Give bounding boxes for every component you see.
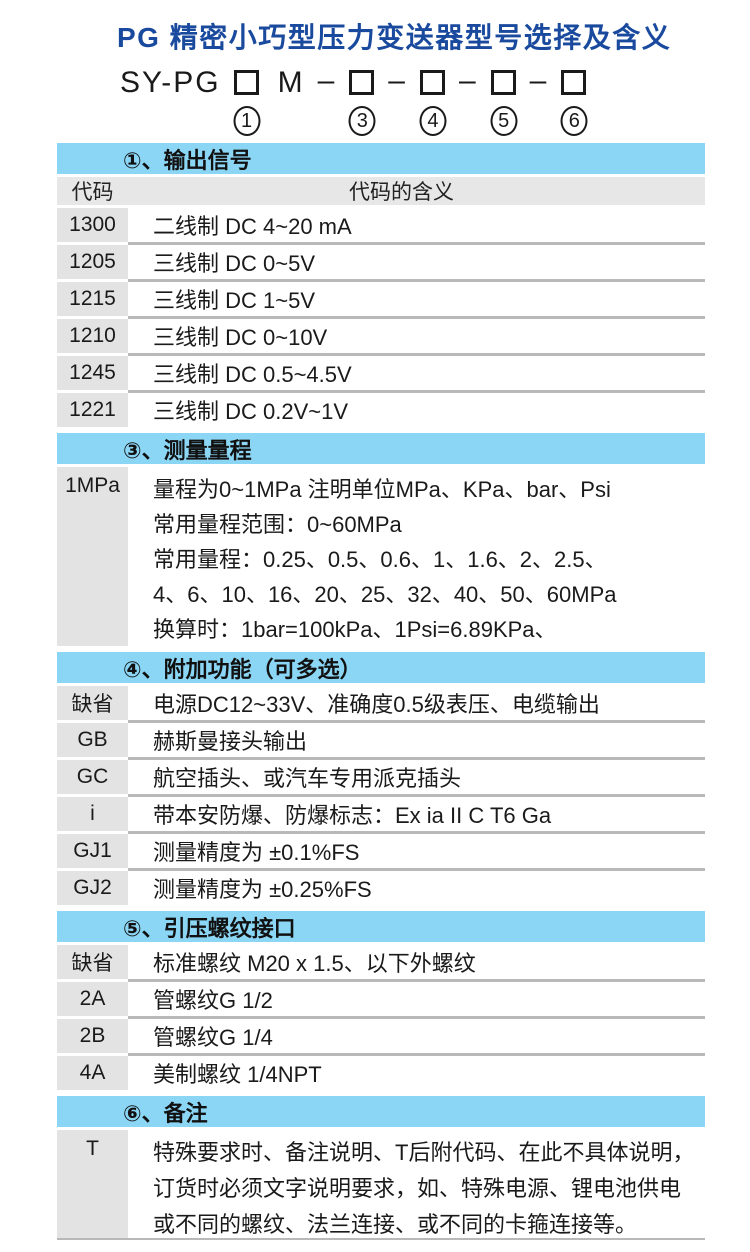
meaning-cell: 三线制 DC 0~10V xyxy=(128,319,705,356)
code-cell: T xyxy=(57,1130,128,1240)
meaning-cell: 三线制 DC 0~5V xyxy=(128,245,705,282)
table-row: i 带本安防爆、防爆标志：Ex ia II C T6 Ga xyxy=(57,797,705,834)
meaning-line: 常用量程范围：0~60MPa xyxy=(153,512,402,537)
model-code-diagram: SY-PG 1 M – 3 – 4 – 5 – 6 xyxy=(120,64,750,136)
model-dash-3: – xyxy=(458,64,478,97)
model-slot-3: 3 xyxy=(348,70,376,136)
meaning-line: 常用量程：0.25、0.5、0.6、1、1.6、2、2.5、 xyxy=(153,547,607,572)
code-cell: 1300 xyxy=(57,208,128,245)
meaning-cell: 管螺纹G 1/4 xyxy=(128,1019,705,1056)
code-cell: 1210 xyxy=(57,319,128,356)
table-row: 1215 三线制 DC 1~5V xyxy=(57,282,705,319)
meaning-cell: 美制螺纹 1/4NPT xyxy=(128,1056,705,1093)
meaning-line: 量程为0~1MPa 注明单位MPa、KPa、bar、Psi xyxy=(153,477,611,502)
code-cell: 2B xyxy=(57,1019,128,1056)
meaning-cell: 量程为0~1MPa 注明单位MPa、KPa、bar、Psi 常用量程范围：0~6… xyxy=(128,467,705,649)
meaning-cell: 特殊要求时、备注说明、T后附代码、在此不具体说明， 订货时必须文字说明要求，如、… xyxy=(128,1130,705,1240)
code-cell: 1221 xyxy=(57,393,128,430)
code-cell: 4A xyxy=(57,1056,128,1093)
meaning-cell: 管螺纹G 1/2 xyxy=(128,982,705,1019)
model-code-box-5 xyxy=(561,70,587,95)
meaning-cell: 三线制 DC 0.5~4.5V xyxy=(128,356,705,393)
code-cell: 缺省 xyxy=(57,945,128,982)
section-header-thread-interface: ⑤、引压螺纹接口 xyxy=(57,911,705,942)
table-row: 1245 三线制 DC 0.5~4.5V xyxy=(57,356,705,393)
model-dash-1: – xyxy=(317,64,337,97)
column-header-meaning: 代码的含义 xyxy=(349,181,454,204)
model-dash-4: – xyxy=(529,64,549,97)
section-header-measuring-range: ③、测量量程 xyxy=(57,433,705,464)
code-cell: 2A xyxy=(57,982,128,1019)
meaning-cell: 三线制 DC 1~5V xyxy=(128,282,705,319)
meaning-line: 订货时必须文字说明要求，如、特殊电源、锂电池供电 xyxy=(153,1176,682,1201)
column-header-code: 代码 xyxy=(71,181,114,204)
table-row: 2A 管螺纹G 1/2 xyxy=(57,982,705,1019)
table-row: 2B 管螺纹G 1/4 xyxy=(57,1019,705,1056)
code-cell: GJ1 xyxy=(57,834,128,871)
table-row: GC 航空插头、或汽车专用派克插头 xyxy=(57,760,705,797)
meaning-cell: 二线制 DC 4~20 mA xyxy=(128,208,705,245)
code-cell: 1215 xyxy=(57,282,128,319)
model-code-box-2 xyxy=(349,70,375,95)
code-cell: 1MPa xyxy=(57,467,128,649)
circled-digit-4: 4 xyxy=(419,106,447,136)
meaning-line: 4、6、10、16、20、25、32、40、50、60MPa xyxy=(153,582,617,607)
table-row: 1300 二线制 DC 4~20 mA xyxy=(57,208,705,245)
meaning-line: 或不同的螺纹、法兰连接、或不同的卡箍连接等。 xyxy=(153,1212,638,1237)
circled-digit-1: 1 xyxy=(233,106,261,136)
model-code-box-3 xyxy=(419,70,445,95)
page-title: PG 精密小巧型压力变送器型号选择及含义 xyxy=(117,22,672,53)
table-row: 1205 三线制 DC 0~5V xyxy=(57,245,705,282)
model-dash-2: – xyxy=(388,64,407,97)
table-row: 1MPa 量程为0~1MPa 注明单位MPa、KPa、bar、Psi 常用量程范… xyxy=(57,467,705,649)
code-cell: GJ2 xyxy=(57,871,128,908)
meaning-cell: 测量精度为 ±0.25%FS xyxy=(128,871,705,908)
column-header-row: 代码 代码的含义 xyxy=(57,177,705,205)
table-row: 1221 三线制 DC 0.2V~1V xyxy=(57,393,705,430)
meaning-cell: 三线制 DC 0.2V~1V xyxy=(128,393,705,430)
model-code-box-4 xyxy=(490,70,516,95)
circled-digit-3: 3 xyxy=(348,106,376,136)
meaning-line: 换算时：1bar=100kPa、1Psi=6.89KPa、 xyxy=(153,617,557,642)
model-code-box-1 xyxy=(233,70,259,95)
circled-digit-6: 6 xyxy=(560,106,588,136)
meaning-cell: 测量精度为 ±0.1%FS xyxy=(128,834,705,871)
table-row: T 特殊要求时、备注说明、T后附代码、在此不具体说明， 订货时必须文字说明要求，… xyxy=(57,1130,705,1240)
model-slot-1: 1 xyxy=(233,70,261,136)
table-row: GJ1 测量精度为 ±0.1%FS xyxy=(57,834,705,871)
circled-digit-5: 5 xyxy=(490,106,518,136)
spec-table: ①、输出信号 代码 代码的含义 1300 二线制 DC 4~20 mA 1205… xyxy=(57,140,705,1240)
model-slot-5: 5 xyxy=(490,70,518,136)
table-row: 4A 美制螺纹 1/4NPT xyxy=(57,1056,705,1093)
model-slot-4: 4 xyxy=(419,70,447,136)
code-cell: 1205 xyxy=(57,245,128,282)
table-row: GB 赫斯曼接头输出 xyxy=(57,723,705,760)
section-header-output-signal: ①、输出信号 xyxy=(57,143,705,174)
meaning-cell: 标准螺纹 M20 x 1.5、以下外螺纹 xyxy=(128,945,705,982)
meaning-cell: 带本安防爆、防爆标志：Ex ia II C T6 Ga xyxy=(128,797,705,834)
meaning-cell: 赫斯曼接头输出 xyxy=(128,723,705,760)
code-cell: 缺省 xyxy=(57,686,128,723)
model-slot-6: 6 xyxy=(560,70,588,136)
table-row: 缺省 电源DC12~33V、准确度0.5级表压、电缆输出 xyxy=(57,686,705,723)
model-prefix: SY-PG xyxy=(120,66,221,99)
code-cell: i xyxy=(57,797,128,834)
table-row: 1210 三线制 DC 0~10V xyxy=(57,319,705,356)
section-header-remarks: ⑥、备注 xyxy=(57,1096,705,1127)
meaning-cell: 航空插头、或汽车专用派克插头 xyxy=(128,760,705,797)
model-fixed-letter: M xyxy=(277,66,305,99)
meaning-cell: 电源DC12~33V、准确度0.5级表压、电缆输出 xyxy=(128,686,705,723)
meaning-line: 特殊要求时、备注说明、T后附代码、在此不具体说明， xyxy=(153,1140,695,1165)
table-row: GJ2 测量精度为 ±0.25%FS xyxy=(57,871,705,908)
code-cell: GB xyxy=(57,723,128,760)
code-cell: 1245 xyxy=(57,356,128,393)
section-header-additional-functions: ④、附加功能（可多选） xyxy=(57,652,705,683)
code-cell: GC xyxy=(57,760,128,797)
table-row: 缺省 标准螺纹 M20 x 1.5、以下外螺纹 xyxy=(57,945,705,982)
